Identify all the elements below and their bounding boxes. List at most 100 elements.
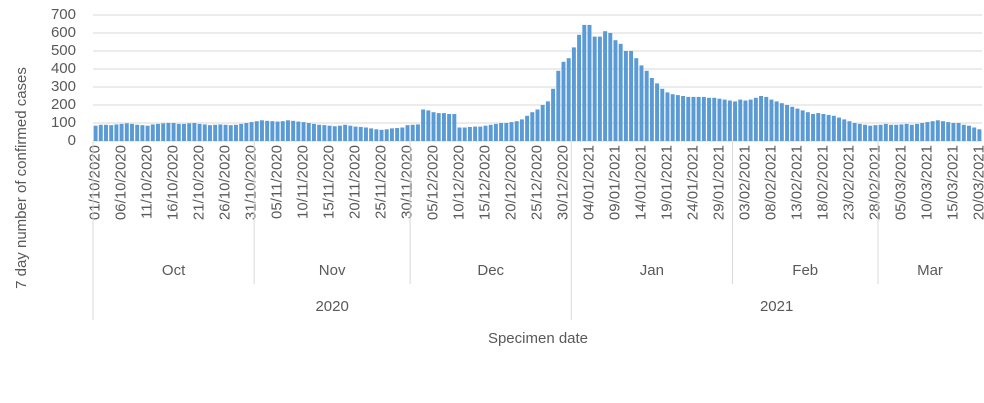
- bar: [800, 110, 805, 141]
- month-label: Oct: [162, 262, 186, 279]
- bar: [452, 114, 457, 141]
- bar: [363, 127, 368, 141]
- bar: [774, 101, 779, 141]
- bar: [374, 129, 379, 141]
- x-tick-label: 29/01/2021: [710, 145, 727, 220]
- x-tick-label: 10/11/2020: [295, 145, 312, 219]
- x-tick-label: 18/02/2021: [814, 145, 831, 220]
- bar: [405, 125, 410, 141]
- x-tick-label: 24/01/2021: [684, 145, 701, 220]
- bar: [618, 43, 623, 141]
- bar: [878, 124, 883, 141]
- y-axis-label: 7 day number of confirmed cases: [13, 67, 30, 289]
- bar: [358, 126, 363, 141]
- bar: [857, 123, 862, 141]
- y-tick-label: 300: [51, 78, 76, 95]
- bar: [644, 70, 649, 141]
- bar: [447, 114, 452, 141]
- bar: [811, 114, 816, 141]
- bar: [613, 40, 618, 142]
- x-tick-label: 01/10/2020: [87, 145, 104, 220]
- bar: [556, 70, 561, 141]
- month-label: Feb: [792, 262, 818, 279]
- bar: [499, 123, 504, 141]
- bar: [863, 124, 868, 141]
- bar: [176, 123, 181, 141]
- bar: [623, 51, 628, 141]
- x-tick-label: 20/03/2021: [970, 145, 984, 220]
- bar: [410, 124, 415, 141]
- bar: [145, 125, 150, 141]
- bar: [816, 113, 821, 141]
- bar: [296, 121, 301, 141]
- x-tick-label: 15/03/2021: [944, 145, 961, 220]
- month-label: Nov: [319, 262, 346, 279]
- bar: [956, 123, 961, 141]
- bar: [764, 96, 769, 141]
- bar: [233, 124, 238, 141]
- bar: [540, 105, 545, 141]
- bar: [483, 125, 488, 141]
- bar: [530, 112, 535, 141]
- bar: [301, 122, 306, 141]
- y-tick-label: 0: [68, 132, 76, 149]
- bar: [525, 115, 530, 141]
- y-tick-label: 400: [51, 60, 76, 77]
- bar: [597, 36, 602, 141]
- bar: [265, 120, 270, 141]
- x-tick-label: 13/02/2021: [788, 145, 805, 220]
- bar: [431, 112, 436, 141]
- bar: [665, 92, 670, 141]
- bar: [868, 125, 873, 141]
- bar: [228, 125, 233, 141]
- x-tick-label: 09/01/2021: [606, 145, 623, 220]
- bar: [462, 127, 467, 141]
- x-tick-label: 20/11/2020: [347, 145, 364, 219]
- bar: [722, 99, 727, 141]
- bar: [457, 127, 462, 141]
- x-tick-label: 23/02/2021: [840, 145, 857, 220]
- bar: [504, 123, 509, 141]
- bar: [140, 125, 145, 141]
- bar: [769, 99, 774, 141]
- bar: [759, 96, 764, 141]
- bar: [114, 124, 119, 141]
- bar: [311, 123, 316, 141]
- bar: [218, 124, 223, 141]
- x-tick-label: 26/10/2020: [217, 145, 234, 220]
- bar: [551, 88, 556, 141]
- bar: [514, 121, 519, 141]
- bar: [223, 124, 228, 141]
- bar: [488, 124, 493, 141]
- x-tick-label: 05/11/2020: [269, 145, 286, 219]
- bar: [119, 123, 124, 141]
- bar: [894, 124, 899, 141]
- bar: [395, 128, 400, 141]
- bar: [400, 127, 405, 141]
- bar: [182, 123, 186, 141]
- bar: [202, 124, 207, 141]
- bar: [244, 123, 249, 141]
- bar: [478, 126, 483, 141]
- bar: [675, 95, 680, 141]
- bar: [519, 119, 524, 141]
- bar: [935, 120, 940, 141]
- year-label: 2021: [760, 298, 793, 315]
- bar: [150, 124, 155, 141]
- bar: [285, 120, 290, 141]
- bar: [670, 94, 675, 141]
- bar: [681, 96, 686, 141]
- bar: [805, 112, 810, 141]
- bar: [156, 123, 160, 141]
- bar: [826, 114, 831, 141]
- y-tick-label: 700: [51, 6, 76, 23]
- bar: [639, 65, 644, 141]
- bar: [93, 125, 98, 141]
- bar: [852, 123, 857, 141]
- bar: [738, 99, 743, 141]
- bar: [213, 124, 218, 141]
- bar: [441, 113, 446, 141]
- bar: [946, 122, 951, 141]
- year-label: 2020: [315, 298, 348, 315]
- x-tick-label: 15/12/2020: [476, 145, 493, 220]
